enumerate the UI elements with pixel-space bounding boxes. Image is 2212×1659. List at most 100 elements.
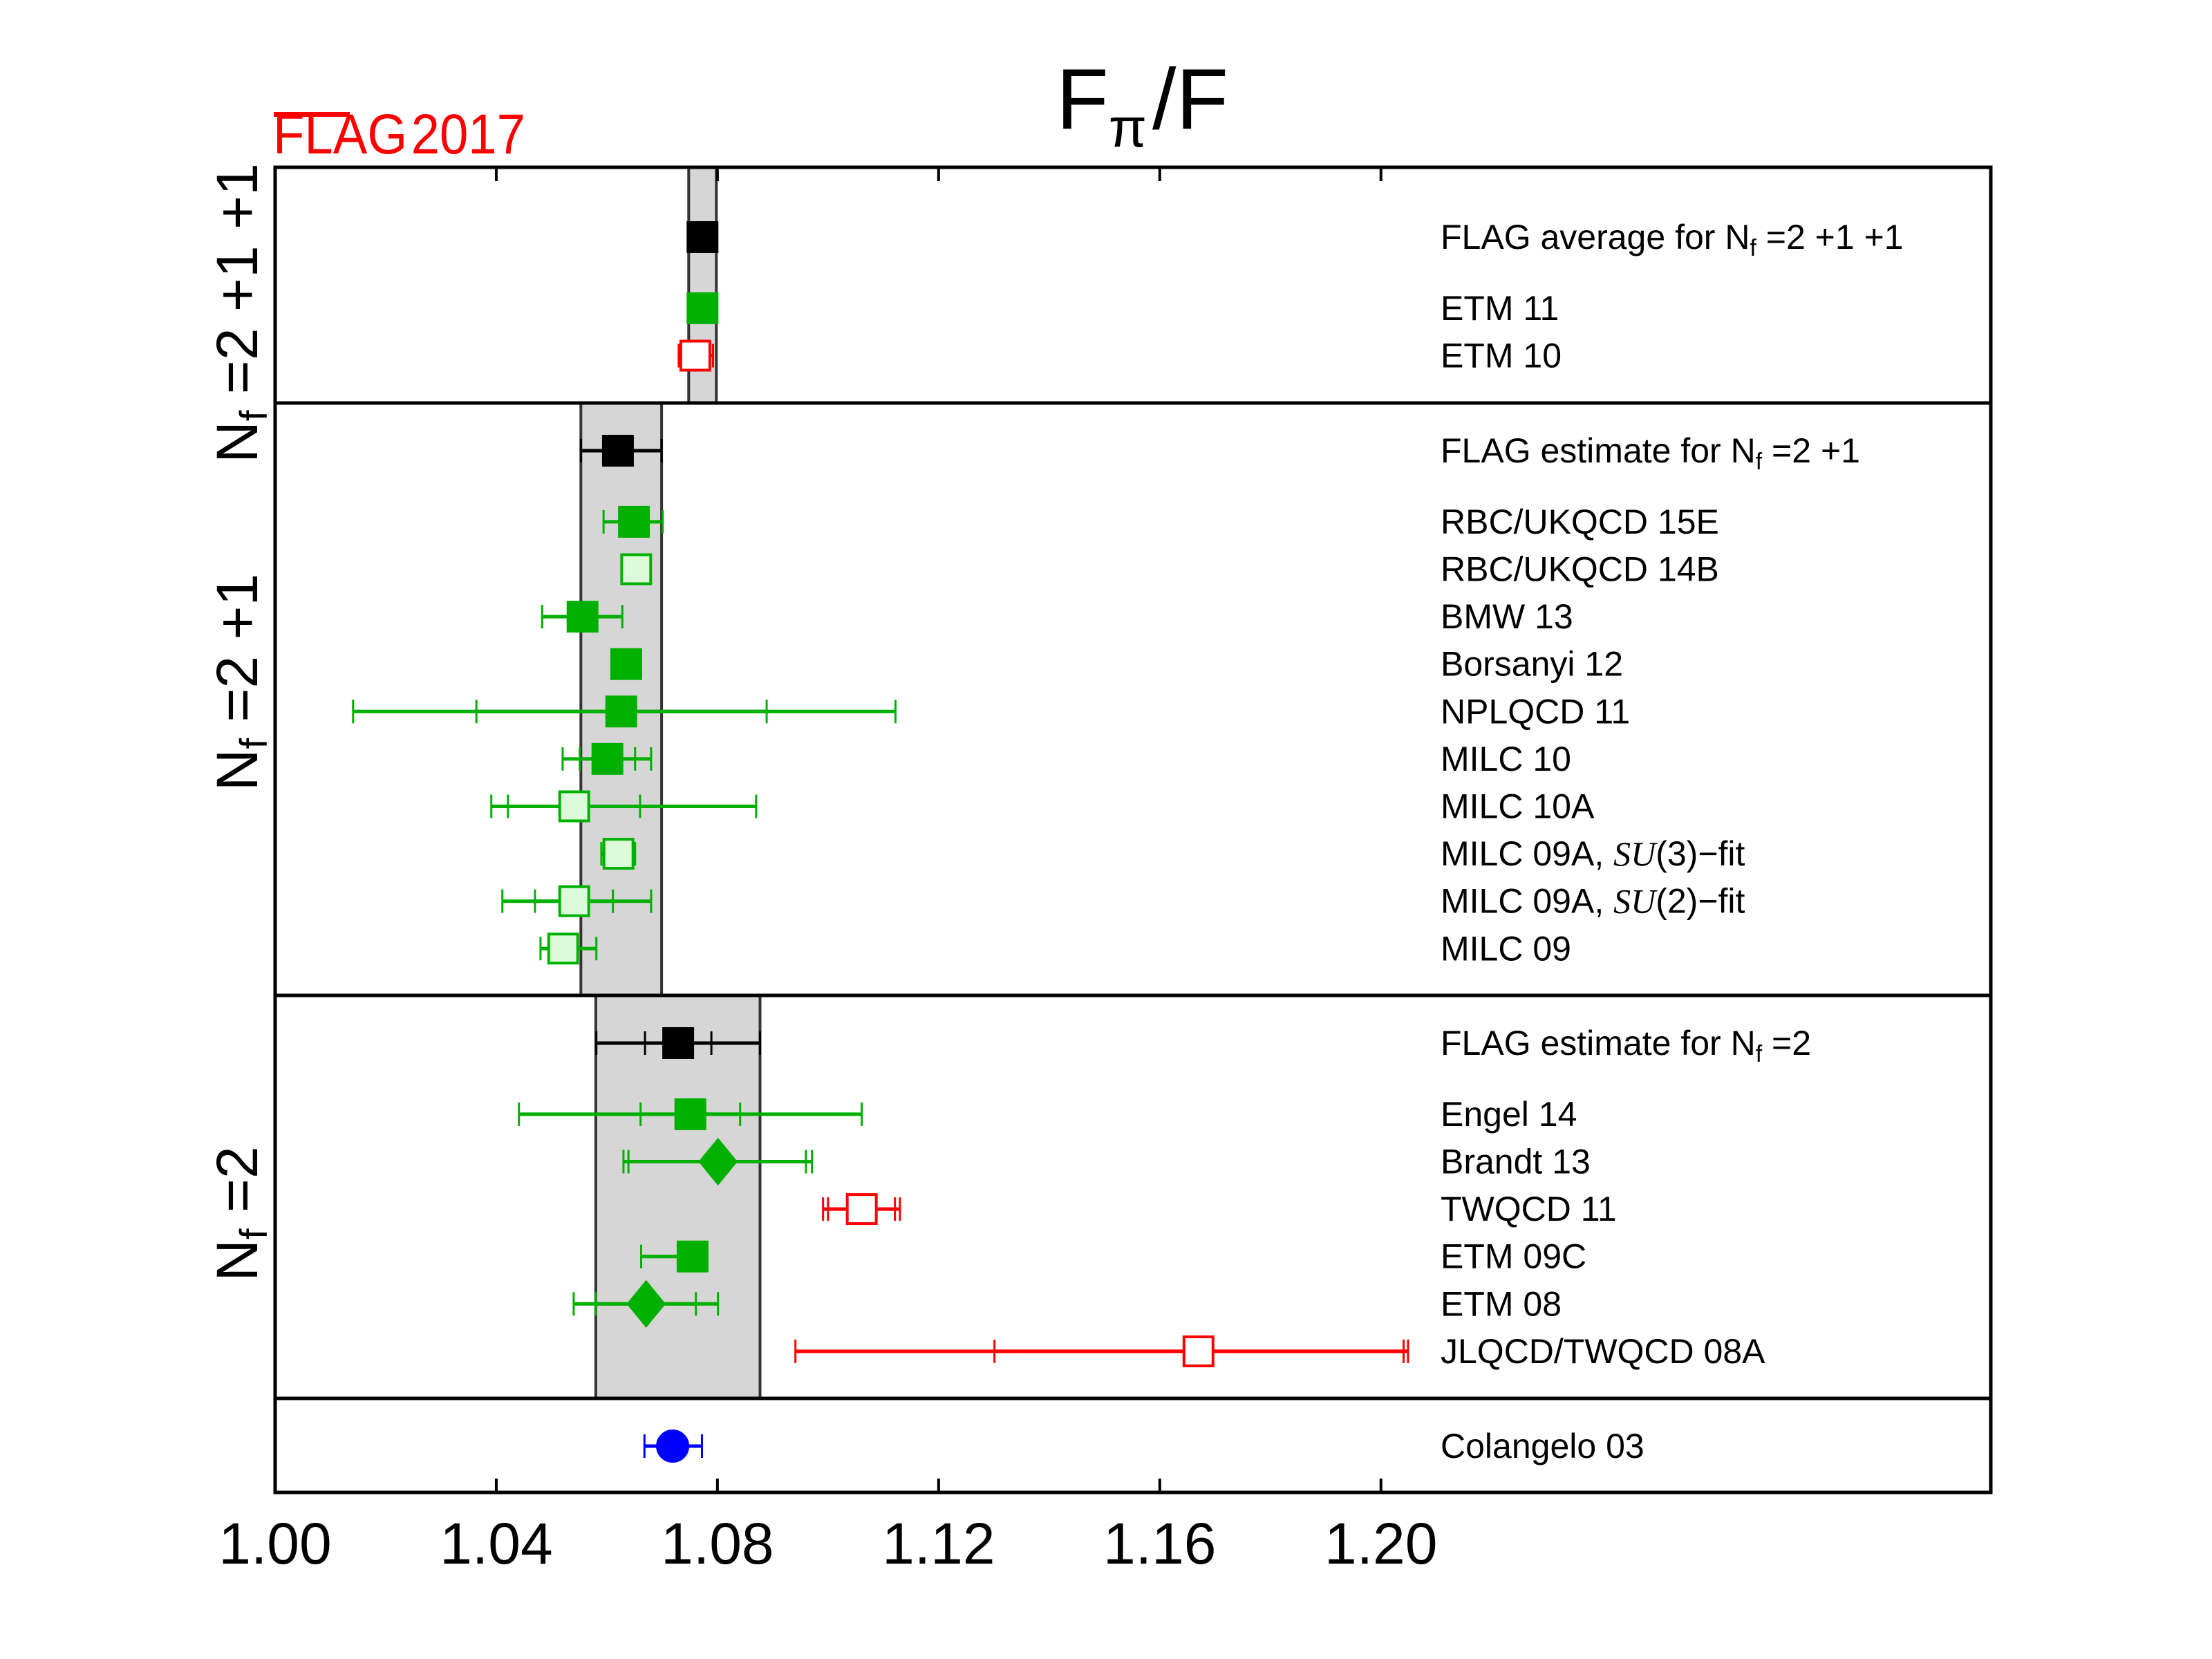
row-label: MILC 10 [1441,740,1571,778]
row-label: Colangelo 03 [1441,1427,1644,1465]
marker-square [558,885,590,917]
row-label-text: Engel 14 [1441,1095,1577,1134]
data-point [686,221,719,253]
row-label: ETM 09C [1441,1237,1586,1276]
data-point [610,648,642,680]
marker-square [605,695,637,728]
row-label-text: RBC/UKQCD 14B [1441,550,1719,589]
marker-square [662,1027,695,1059]
row-label-text: Brandt 13 [1441,1143,1591,1181]
row-label-text: Borsanyi 12 [1441,645,1623,684]
data-points [352,221,1409,1463]
row-label: MILC 09A, SU(3)−fit [1441,834,1745,873]
row-label-sub: f [1750,235,1756,261]
row-label: ETM 08 [1441,1284,1562,1323]
row-label: Borsanyi 12 [1441,645,1623,684]
data-point [561,742,653,775]
marker-square [547,932,579,965]
marker-square [601,435,634,467]
panel-label-n: N [205,1239,270,1282]
row-label-rest: =2 +1 [1762,431,1860,470]
data-point [572,1280,720,1328]
svg-text:Fπ/F: Fπ/F [1056,52,1228,158]
panel-label-rest: =2 +1 +1 [205,163,270,410]
panel-label-rest: =2 +1 [205,574,270,738]
row-label: RBC/UKQCD 15E [1441,503,1719,541]
row-label-n: N [1731,1024,1756,1062]
x-tick-label: 1.04 [440,1511,553,1576]
panel-labels: Nf =2 +1 +1 Nf =2 +1 Nf =2 [205,163,275,1281]
x-tick-label: 1.00 [218,1511,332,1576]
row-label-rest: =2 +1 +1 [1756,218,1904,256]
chart-title: Fπ/F [1056,52,1228,158]
marker-square [618,505,650,538]
data-point [622,1137,814,1186]
row-label-rest: (3)−fit [1656,834,1745,873]
row-label-text: MILC 09A, [1441,882,1613,921]
marker-square [602,838,635,870]
panel-label-n: N [205,749,270,791]
row-label: MILC 09 [1441,929,1571,968]
row-label: Brandt 13 [1441,1143,1591,1181]
x-tick-label: 1.16 [1103,1511,1217,1576]
marker-square [845,1193,878,1226]
row-label-n: N [1725,218,1750,256]
data-point [541,601,624,633]
row-label-text: MILC 09 [1441,929,1571,968]
row-label: MILC 09A, SU(2)−fit [1441,882,1745,921]
flag-logo: FLAG2017 [273,103,525,166]
panel-label-sub: f [232,738,275,749]
marker-square [591,742,624,775]
panel-label-nf211: Nf =2 +1 +1 [205,163,275,463]
row-label: BMW 13 [1441,597,1573,636]
row-label-text: TWQCD 11 [1441,1190,1617,1228]
data-point [677,339,714,372]
row-label-italic: SU [1613,882,1658,921]
row-labels: FLAG average for Nf =2 +1 +1 ETM 11 ETM 10… [1441,218,1904,1465]
row-label-text: ETM 10 [1441,337,1562,375]
data-point [822,1193,901,1226]
x-tick-label: 1.08 [661,1511,774,1576]
row-label-text: NPLQCD 11 [1441,692,1630,731]
panel-label-sub: f [232,410,275,421]
data-point [352,695,897,728]
row-label-text: MILC 09A, [1441,834,1613,873]
row-label-text: ETM 11 [1441,289,1559,328]
data-point [602,505,664,538]
row-label: FLAG average for Nf =2 +1 +1 [1441,218,1904,261]
logo-year: 2017 [411,103,525,166]
marker-square [558,790,590,823]
marker-square [679,339,711,372]
panel-label-nf2: Nf =2 [205,1146,275,1281]
marker-diamond [698,1137,738,1186]
marker-square [620,553,653,585]
plot-frame [273,165,1993,1494]
row-label: TWQCD 11 [1441,1190,1617,1228]
row-label-text: JLQCD/TWQCD 08A [1441,1332,1765,1371]
row-label: RBC/UKQCD 14B [1441,550,1719,589]
data-point [518,1098,863,1130]
row-label: MILC 10A [1441,787,1595,826]
marker-square [1182,1335,1215,1367]
data-point [600,838,637,870]
row-label: ETM 11 [1441,289,1559,328]
row-label-text: RBC/UKQCD 15E [1441,503,1719,541]
row-label-sub: f [1756,449,1763,475]
marker-diamond [626,1280,666,1328]
row-label-rest: (2)−fit [1656,882,1745,921]
panel-label-sub: f [232,1228,275,1239]
logo-overline [274,112,350,117]
data-point [686,292,719,324]
data-point [579,435,663,467]
x-ticks: 1.00 1.04 1.08 1.12 1.16 1.20 [218,167,1437,1576]
data-point [490,790,758,823]
row-label-rest: =2 [1762,1024,1811,1062]
marker-square [686,292,719,324]
marker-square [674,1098,706,1130]
data-point [595,1027,761,1059]
row-label-text: ETM 09C [1441,1237,1586,1276]
data-point [643,1430,704,1463]
panel-label-rest: =2 [205,1146,270,1228]
marker-circle [656,1430,690,1463]
